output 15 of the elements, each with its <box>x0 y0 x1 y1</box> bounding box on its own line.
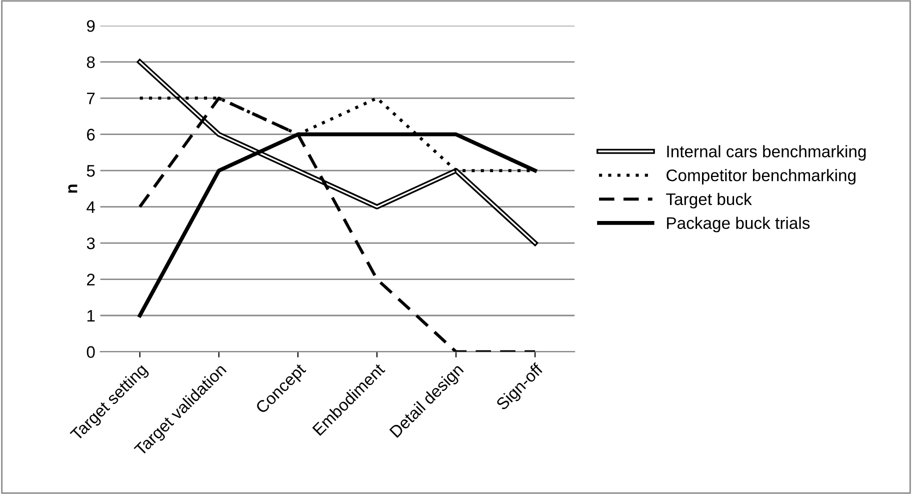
legend-label: Target buck <box>666 192 752 208</box>
y-axis-title: n <box>68 184 78 193</box>
legend-label: Package buck trials <box>667 216 810 232</box>
y-tick-label: 7 <box>87 92 95 104</box>
y-tick-label: 6 <box>87 128 95 141</box>
y-tick-label: 3 <box>86 237 95 250</box>
y-tick-label: 4 <box>86 201 95 213</box>
y-tick-label: 8 <box>86 56 95 68</box>
legend-label: Competitor benchmarking <box>666 169 856 185</box>
y-tick-label: 0 <box>86 346 95 358</box>
y-tick-label: 2 <box>87 274 95 286</box>
y-tick-label: 9 <box>86 20 95 32</box>
y-tick-label: 1 <box>87 310 95 322</box>
legend-label: Internal cars benchmarking <box>667 145 866 161</box>
y-tick-label: 5 <box>86 165 95 177</box>
